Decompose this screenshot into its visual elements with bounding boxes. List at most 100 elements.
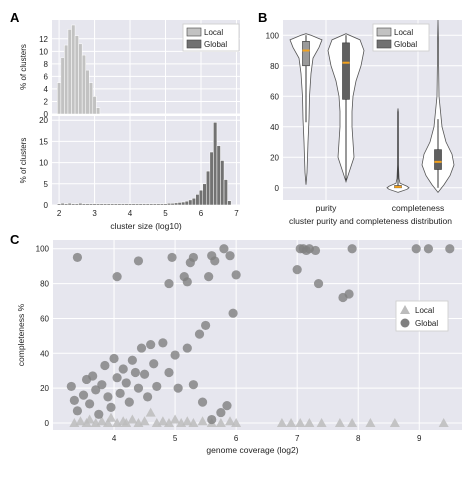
c-point-global [85, 399, 95, 409]
a-top-ytick-label: 4 [44, 85, 49, 94]
a-bottom-bar [110, 203, 115, 206]
a-bottom-bar [184, 200, 189, 206]
c-point-global [127, 355, 137, 365]
a-bottom-bar [67, 203, 72, 206]
c-ylabel: completeness % [16, 303, 26, 366]
a-bottom-bar [177, 202, 182, 206]
c-point-global [228, 308, 238, 318]
c-ytick-label: 40 [40, 349, 49, 358]
c-point-local [286, 418, 297, 428]
c-point-local [96, 416, 107, 426]
c-point-global [167, 252, 177, 263]
c-point-global [112, 373, 122, 383]
c-point-local [163, 418, 174, 428]
c-legend-label: Local [415, 306, 434, 315]
a-bottom-bar [113, 203, 118, 206]
c-point-local [334, 418, 345, 428]
c-point-local [170, 414, 181, 424]
a-bottom-bar [60, 203, 65, 206]
a-bottom-bar [156, 203, 161, 206]
a-top-ytick-label: 0 [44, 110, 49, 119]
b-box [302, 41, 310, 67]
c-point-global [158, 338, 168, 348]
c-point-global [124, 397, 134, 407]
c-point-global [201, 320, 211, 331]
c-point-local [127, 414, 138, 424]
c-point-global [88, 371, 98, 381]
c-point-local [197, 416, 208, 426]
b-ytick-label: 20 [270, 153, 279, 162]
c-ytick-label: 60 [40, 314, 49, 323]
c-point-global [91, 385, 101, 395]
panel-c-scatter: 0 20 40 60 80 100 4 5 6 7 8 9 completeness % genome c… [16, 240, 462, 455]
a-top-bar [67, 29, 72, 115]
a-top-bar [85, 69, 90, 115]
c-point-global [72, 252, 83, 263]
a-xlabel: cluster size (log10) [110, 221, 182, 231]
a-bottom-bar [145, 203, 150, 206]
c-ytick-label: 0 [45, 419, 50, 428]
c-point-local [304, 418, 315, 428]
a-top-bar [92, 96, 97, 115]
c-ytick-label: 100 [36, 245, 50, 254]
c-point-global [231, 270, 241, 280]
a-bottom-bar [74, 203, 79, 206]
a-bottom-bar [152, 203, 157, 206]
a-bottom-ytick-label: 10 [39, 159, 48, 168]
a-legend-label: Local [204, 28, 223, 37]
a-bottom-xtick-label: 2 [57, 209, 62, 218]
c-point-global [207, 251, 217, 261]
a-bottom-ytick-label: 5 [44, 180, 49, 189]
a-top-ytick-label: 10 [39, 47, 48, 56]
c-point-local [389, 418, 400, 428]
c-point-global [194, 329, 205, 339]
c-xtick-label: 5 [173, 434, 178, 443]
a-bottom-bar [124, 203, 129, 206]
c-point-global [136, 343, 147, 353]
a-bottom-bar [216, 145, 221, 206]
a-top-bar [81, 54, 86, 115]
c-point-global [197, 397, 208, 407]
c-point-global [66, 381, 76, 392]
b-box [434, 149, 442, 170]
c-point-global [445, 244, 455, 254]
a-bottom-bar [128, 203, 133, 206]
a-bottom-bar [206, 170, 211, 206]
c-legend-swatch-global [400, 318, 410, 328]
a-bottom-bar [120, 203, 125, 206]
c-xtick-label: 9 [417, 434, 422, 443]
a-bottom-bar [170, 203, 175, 206]
c-point-local [295, 418, 306, 428]
c-point-global [143, 392, 153, 402]
b-ytick-label: 80 [270, 62, 279, 71]
a-bottom-bar [149, 203, 154, 206]
c-plot-area [53, 240, 462, 430]
a-top-ylabel: % of clusters [19, 44, 28, 90]
a-bottom-bar [131, 203, 136, 206]
c-point-local [182, 416, 193, 426]
a-top-bar [96, 107, 101, 115]
a-bottom-bar [138, 203, 143, 206]
a-bottom-xtick-label: 5 [163, 209, 168, 218]
c-point-local [145, 407, 156, 417]
c-point-global [72, 406, 83, 416]
c-point-local [365, 418, 376, 428]
a-bottom-bar [202, 183, 207, 206]
a-top-bar [57, 82, 62, 115]
a-bottom-bar [188, 199, 193, 206]
a-bottom-bar [191, 197, 196, 206]
a-bottom-bar [99, 203, 104, 206]
c-point-global [216, 407, 226, 418]
a-bottom-bar [78, 203, 83, 206]
a-top-ytick-label: 2 [44, 97, 49, 106]
c-point-global [219, 244, 229, 254]
c-point-global [423, 244, 434, 254]
c-point-local [188, 418, 199, 428]
a-bottom-ylabel: % of clusters [19, 138, 28, 184]
b-ytick-label: 0 [275, 184, 280, 193]
b-violin-completeness-global [421, 19, 455, 194]
c-point-global [103, 392, 113, 402]
c-point-global [149, 359, 159, 369]
c-point-global [170, 350, 180, 360]
